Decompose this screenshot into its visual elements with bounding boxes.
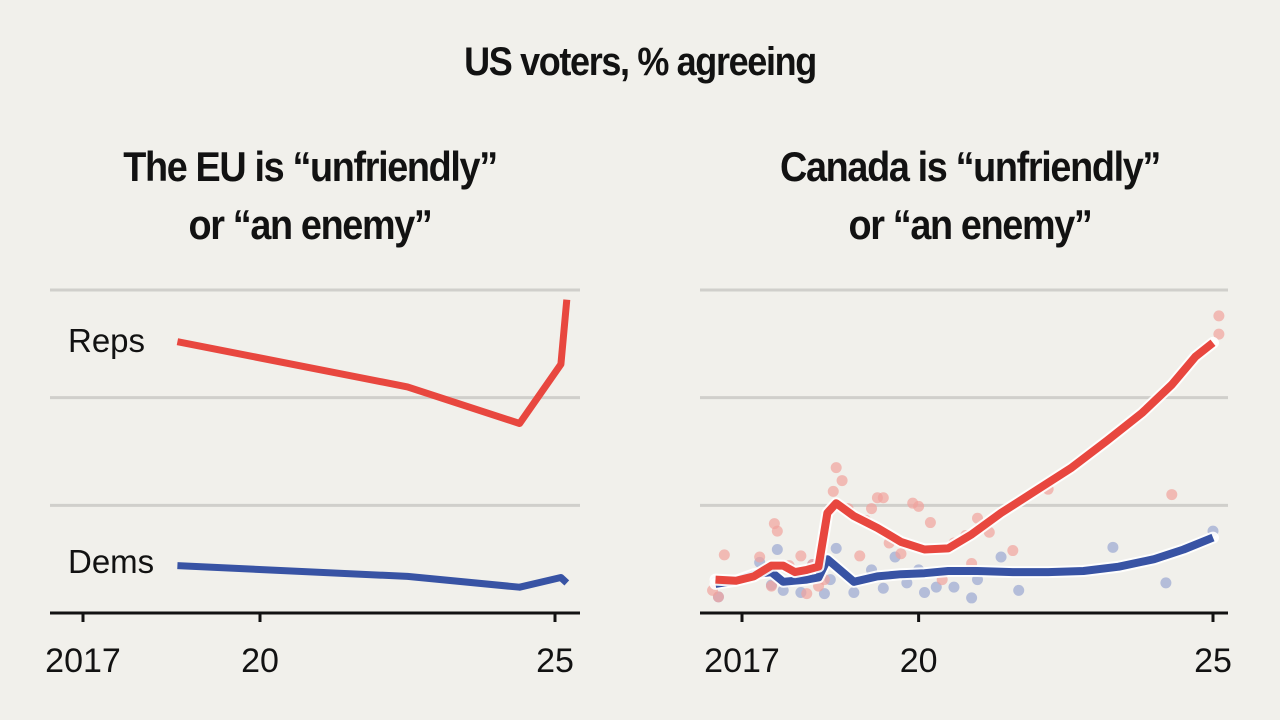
- reps-poll-dot: [924, 517, 936, 529]
- reps-poll-dot: [866, 503, 878, 515]
- reps-poll-dot: [754, 551, 766, 563]
- main-title: US voters, % agreeing: [464, 40, 817, 84]
- reps-poll-dot: [718, 549, 730, 561]
- reps-poll-dot: [913, 500, 925, 512]
- dems-line: [177, 562, 570, 591]
- dems-poll-dot: [830, 542, 842, 554]
- dems-poll-dot: [966, 592, 978, 604]
- x-tick-label: 2017: [45, 642, 121, 680]
- eu-chart-title-line2: or “an enemy”: [188, 201, 433, 248]
- dems-poll-dot: [948, 581, 960, 593]
- reps-trend-line-halo: [709, 336, 1219, 587]
- reps-poll-dot: [836, 475, 848, 487]
- eu-chart-title-line1: The EU is “unfriendly”: [123, 143, 498, 190]
- dems-poll-dot: [777, 584, 789, 596]
- dems-poll-dot: [771, 543, 783, 555]
- dems-poll-dot: [901, 577, 913, 589]
- dems-poll-dot: [1107, 541, 1119, 553]
- eu-chart: 2017 20 25: [45, 288, 580, 680]
- x-tick-label: 20: [900, 642, 938, 680]
- reps-poll-dot: [877, 492, 889, 504]
- dems-poll-dot: [818, 588, 830, 600]
- canada-chart-title-line2: or “an enemy”: [848, 201, 1093, 248]
- reps-line: [176, 299, 571, 427]
- x-tick-label: 25: [536, 642, 574, 680]
- dems-label: Dems: [68, 543, 154, 580]
- reps-poll-dot: [765, 580, 777, 592]
- reps-poll-dot: [1213, 310, 1225, 322]
- eu-chart-title: The EU is “unfriendly” or “an enemy”: [31, 138, 589, 254]
- reps-poll-dot: [712, 591, 724, 603]
- reps-poll-dot: [1213, 328, 1225, 340]
- reps-poll-dot: [1166, 489, 1178, 501]
- reps-poll-dot: [1007, 545, 1019, 557]
- x-tick-label: 25: [1194, 642, 1232, 680]
- reps-poll-dot: [895, 548, 907, 560]
- reps-poll-dot: [771, 525, 783, 537]
- dems-poll-dot: [1160, 577, 1172, 589]
- dems-poll-dot: [995, 551, 1007, 563]
- reps-label: Reps: [68, 322, 145, 359]
- canada-chart-title: Canada is “unfriendly” or “an enemy”: [691, 138, 1249, 254]
- dems-poll-dot: [848, 587, 860, 599]
- canada-chart-title-line1: Canada is “unfriendly”: [780, 143, 1161, 190]
- reps-poll-dot: [854, 550, 866, 562]
- canada-chart: 2017 20 25: [700, 288, 1232, 680]
- reps-poll-dot: [795, 550, 807, 562]
- x-tick-label: 20: [241, 642, 279, 680]
- dems-poll-dot: [930, 581, 942, 593]
- reps-trend-line: [715, 339, 1216, 585]
- reps-poll-dot: [827, 485, 839, 497]
- dems-poll-dot: [877, 582, 889, 594]
- reps-poll-dot: [830, 462, 842, 474]
- dems-poll-dot: [919, 587, 931, 599]
- x-tick-label: 2017: [704, 642, 780, 680]
- dems-poll-dot: [1013, 584, 1025, 596]
- reps-poll-dot: [801, 588, 813, 600]
- dems-trend-line: [714, 533, 1215, 588]
